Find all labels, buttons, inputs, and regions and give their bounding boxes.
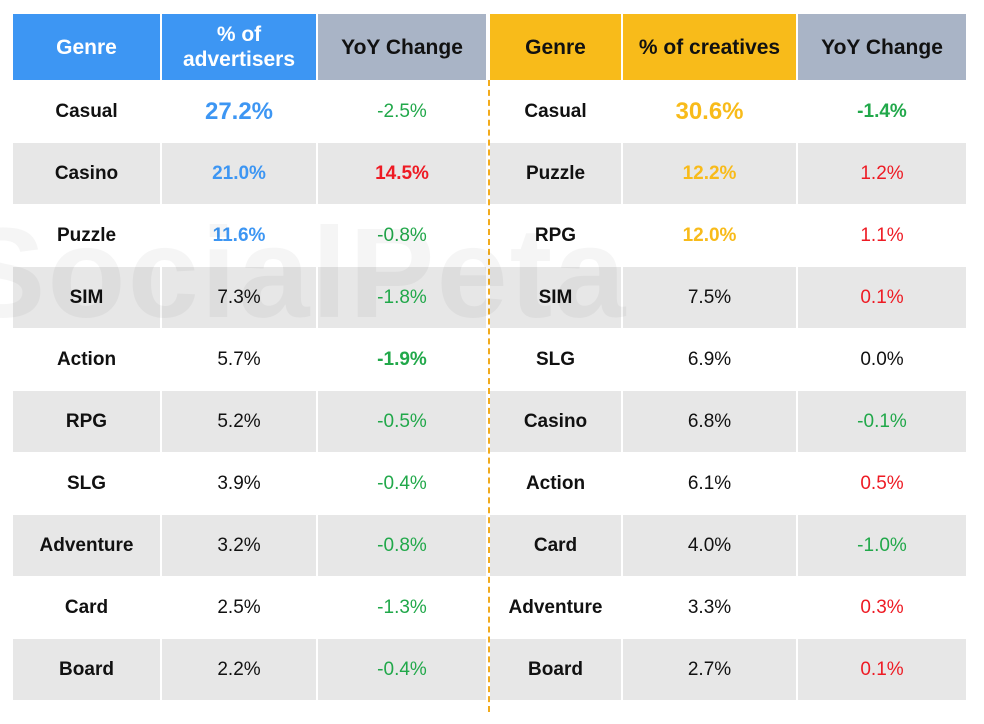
table-row: RPG 5.2% -0.5% [13, 390, 486, 453]
share-cell: 7.5% [621, 266, 797, 329]
table-row: RPG 12.0% 1.1% [490, 204, 966, 267]
table-row: Action 5.7% -1.9% [13, 328, 486, 391]
yoy-change-cell: 0.5% [796, 452, 966, 515]
table-row: Casual 27.2% -2.5% [13, 80, 486, 143]
share-cell: 6.8% [621, 390, 797, 453]
yoy-change-cell: -1.9% [316, 328, 486, 391]
yoy-change-cell: -0.4% [316, 452, 486, 515]
share-cell: 2.2% [160, 638, 317, 700]
header-yoy-change: YoY Change [316, 14, 486, 81]
header-genre: Genre [13, 14, 161, 81]
yoy-change-cell: 1.2% [796, 142, 966, 205]
genre-cell: Puzzle [13, 204, 161, 267]
advertisers-table: Genre % of advertisers YoY Change Casual… [13, 14, 486, 700]
share-cell: 3.2% [160, 514, 317, 577]
yoy-change-cell: -2.5% [316, 80, 486, 143]
genre-cell: SLG [490, 328, 622, 391]
table-row: SIM 7.3% -1.8% [13, 266, 486, 329]
share-cell: 5.2% [160, 390, 317, 453]
table-row: Adventure 3.2% -0.8% [13, 514, 486, 577]
genre-cell: Action [490, 452, 622, 515]
genre-cell: Casual [13, 80, 161, 143]
share-cell: 6.1% [621, 452, 797, 515]
yoy-change-cell: 14.5% [316, 142, 486, 205]
table-row: Board 2.2% -0.4% [13, 638, 486, 700]
share-cell: 30.6% [621, 80, 797, 143]
share-cell: 2.5% [160, 576, 317, 639]
share-cell: 2.7% [621, 638, 797, 700]
genre-cell: Card [490, 514, 622, 577]
creatives-table-body: Casual 30.6% -1.4% Puzzle 12.2% 1.2% RPG 12.0% 1… [490, 80, 966, 700]
genre-cell: Card [13, 576, 161, 639]
table-row: Casino 21.0% 14.5% [13, 142, 486, 205]
table-row: Card 2.5% -1.3% [13, 576, 486, 639]
yoy-change-cell: 0.3% [796, 576, 966, 639]
genre-cell: Action [13, 328, 161, 391]
table-row: Action 6.1% 0.5% [490, 452, 966, 515]
table-row: Casino 6.8% -0.1% [490, 390, 966, 453]
share-cell: 3.9% [160, 452, 317, 515]
yoy-change-cell: -0.5% [316, 390, 486, 453]
table-row: Puzzle 11.6% -0.8% [13, 204, 486, 267]
genre-cell: Board [490, 638, 622, 700]
header-advertisers-share: % of advertisers [160, 14, 317, 81]
share-cell: 12.2% [621, 142, 797, 205]
yoy-change-cell: 0.0% [796, 328, 966, 391]
creatives-table: Genre % of creatives YoY Change Casual 30… [490, 14, 966, 700]
share-cell: 7.3% [160, 266, 317, 329]
genre-cell: RPG [490, 204, 622, 267]
table-row: SIM 7.5% 0.1% [490, 266, 966, 329]
header-row: Genre % of advertisers YoY Change [13, 14, 486, 81]
genre-cell: Adventure [13, 514, 161, 577]
table-row: Adventure 3.3% 0.3% [490, 576, 966, 639]
genre-cell: SIM [490, 266, 622, 329]
table-row: SLG 3.9% -0.4% [13, 452, 486, 515]
table-row: Board 2.7% 0.1% [490, 638, 966, 700]
header-creatives-share: % of creatives [621, 14, 797, 81]
header-yoy-change: YoY Change [796, 14, 966, 81]
genre-cell: SLG [13, 452, 161, 515]
genre-cell: Casino [490, 390, 622, 453]
yoy-change-cell: -1.0% [796, 514, 966, 577]
yoy-change-cell: 0.1% [796, 638, 966, 700]
table-row: Card 4.0% -1.0% [490, 514, 966, 577]
genre-cell: Casino [13, 142, 161, 205]
genre-cell: Adventure [490, 576, 622, 639]
advertisers-table-body: Casual 27.2% -2.5% Casino 21.0% 14.5% Puzzle 11… [13, 80, 486, 700]
genre-cell: SIM [13, 266, 161, 329]
genre-cell: RPG [13, 390, 161, 453]
table-row: Casual 30.6% -1.4% [490, 80, 966, 143]
table-row: Puzzle 12.2% 1.2% [490, 142, 966, 205]
table-divider [488, 80, 490, 712]
genre-cell: Puzzle [490, 142, 622, 205]
share-cell: 5.7% [160, 328, 317, 391]
share-cell: 12.0% [621, 204, 797, 267]
share-cell: 21.0% [160, 142, 317, 205]
genre-cell: Casual [490, 80, 622, 143]
yoy-change-cell: -0.8% [316, 204, 486, 267]
share-cell: 4.0% [621, 514, 797, 577]
header-row: Genre % of creatives YoY Change [490, 14, 966, 81]
yoy-change-cell: -1.3% [316, 576, 486, 639]
yoy-change-cell: 0.1% [796, 266, 966, 329]
share-cell: 11.6% [160, 204, 317, 267]
share-cell: 6.9% [621, 328, 797, 391]
yoy-change-cell: -1.8% [316, 266, 486, 329]
share-cell: 3.3% [621, 576, 797, 639]
genre-cell: Board [13, 638, 161, 700]
share-cell: 27.2% [160, 80, 317, 143]
yoy-change-cell: -0.1% [796, 390, 966, 453]
yoy-change-cell: -0.8% [316, 514, 486, 577]
yoy-change-cell: 1.1% [796, 204, 966, 267]
table-row: SLG 6.9% 0.0% [490, 328, 966, 391]
header-genre: Genre [490, 14, 622, 81]
yoy-change-cell: -0.4% [316, 638, 486, 700]
yoy-change-cell: -1.4% [796, 80, 966, 143]
